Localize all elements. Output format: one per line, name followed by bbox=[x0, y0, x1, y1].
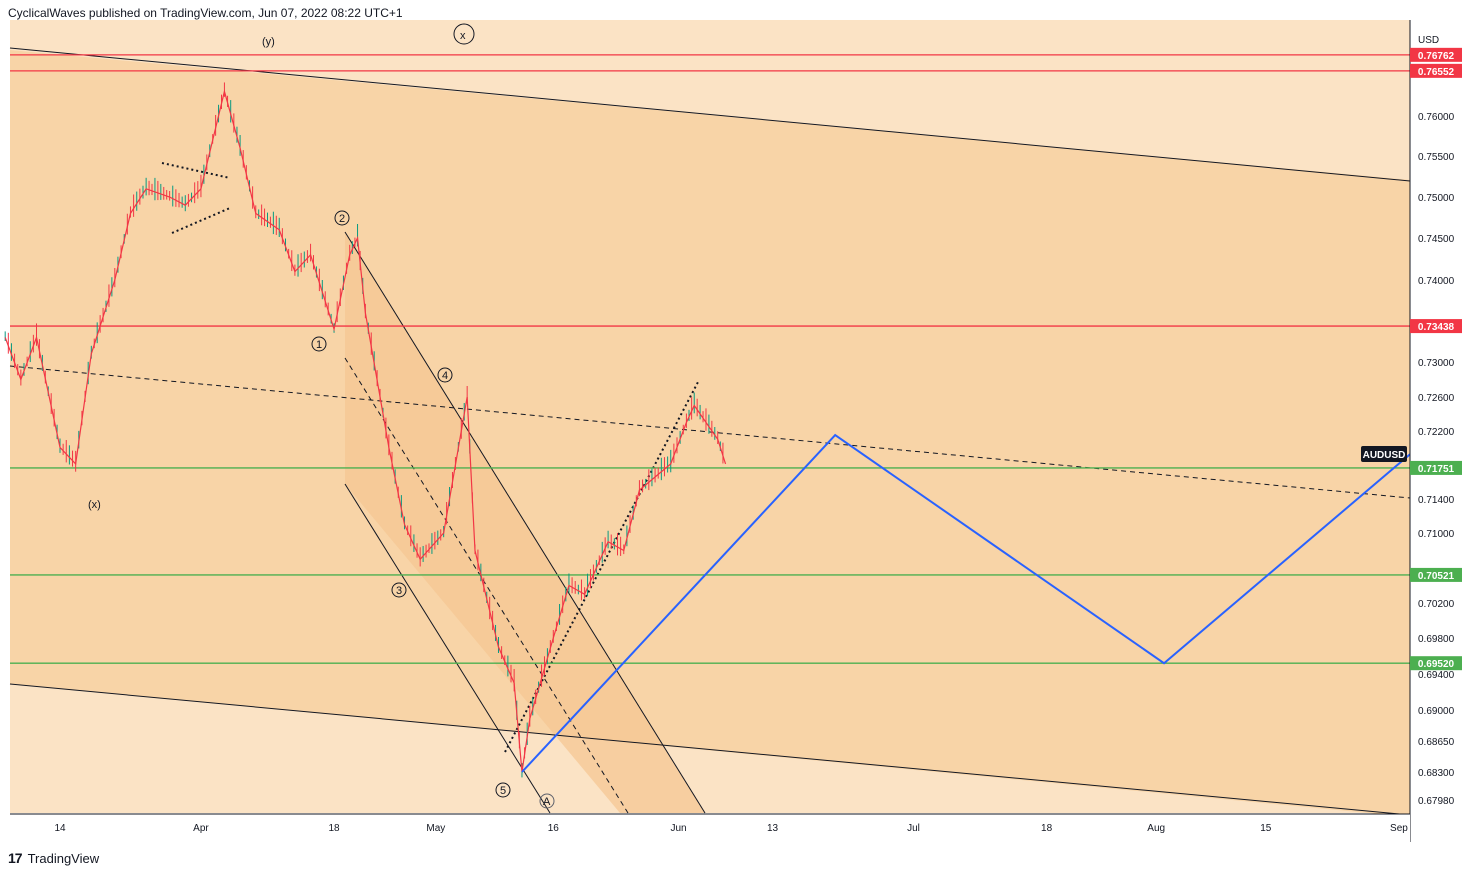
wave-label-1: 1 bbox=[316, 339, 322, 351]
price-axis-ticks: 0.76000 0.75500 0.75000 0.74500 0.74000 0.730… bbox=[1418, 112, 1455, 807]
y-tick-label: 0.71000 bbox=[1418, 529, 1455, 540]
wave-circle-3 bbox=[391, 582, 407, 598]
time-axis-ticks: 14 Apr 18 May 16 Jun 13 Jul 18 Aug 15 Sep bbox=[54, 823, 1408, 834]
y-tick-label: 0.75000 bbox=[1418, 193, 1455, 204]
down-channel-line-2[interactable] bbox=[344, 483, 551, 814]
wave-label-5: 5 bbox=[500, 785, 506, 797]
y-tick-label: 0.67980 bbox=[1418, 796, 1455, 807]
symbol-tag-bg bbox=[1361, 446, 1407, 462]
price-level-tag-bg bbox=[1410, 47, 1462, 62]
x-tick-label: Aug bbox=[1147, 823, 1165, 834]
currency-label: USD bbox=[1418, 35, 1439, 46]
price-level-tag-bg bbox=[1410, 460, 1462, 475]
price-level-tag: 0.76552 bbox=[1418, 67, 1455, 78]
time-axis-bg[interactable] bbox=[10, 814, 1410, 842]
wave-circle-a bbox=[539, 793, 555, 809]
price-level-tag: 0.69520 bbox=[1418, 659, 1455, 670]
y-tick-label: 0.76000 bbox=[1418, 112, 1455, 123]
y-tick-label: 0.68300 bbox=[1418, 768, 1455, 779]
y-tick-label: 0.72200 bbox=[1418, 427, 1455, 438]
y-tick-label: 0.74000 bbox=[1418, 276, 1455, 287]
x-tick-label: Apr bbox=[193, 823, 209, 834]
wave-circle-2 bbox=[334, 210, 350, 226]
channel-lower-line[interactable] bbox=[9, 683, 1411, 816]
price-axis-bg[interactable] bbox=[1410, 20, 1478, 842]
publisher-header: CyclicalWaves published on TradingView.c… bbox=[8, 6, 403, 20]
triangle-lower-line[interactable] bbox=[171, 207, 231, 234]
wave-label-3: 3 bbox=[396, 585, 402, 597]
wave-label-y: (y) bbox=[262, 36, 275, 48]
wave-circle-5 bbox=[495, 782, 511, 798]
x-tick-label: May bbox=[426, 823, 445, 834]
price-level-tag-bg bbox=[1410, 656, 1462, 671]
wave-circle-1 bbox=[311, 336, 327, 352]
triangle-upper-line[interactable] bbox=[161, 162, 231, 179]
x-tick-label: Jul bbox=[907, 823, 920, 834]
x-tick-label: Jun bbox=[671, 823, 687, 834]
y-tick-label: 0.72600 bbox=[1418, 393, 1455, 404]
x-tick-label: 15 bbox=[1260, 823, 1272, 834]
y-tick-label: 0.75500 bbox=[1418, 152, 1455, 163]
y-tick-label: 0.68650 bbox=[1418, 737, 1455, 748]
price-levels bbox=[10, 54, 1410, 664]
price-level-tag-bg bbox=[1410, 63, 1462, 78]
wave-circle-4 bbox=[437, 367, 453, 383]
price-path bbox=[4, 89, 727, 773]
y-tick-label: 0.70200 bbox=[1418, 599, 1455, 610]
x-tick-label: Sep bbox=[1390, 823, 1408, 834]
x-tick-label: 18 bbox=[1041, 823, 1053, 834]
price-level-tags: 0.76762 0.76552 0.73438 0.71751 0.70521 0.695… bbox=[1410, 47, 1462, 671]
wave-labels: (y) x (x) 1 2 3 4 5 A bbox=[88, 23, 555, 809]
wave-circle-x bbox=[453, 23, 475, 45]
channel-upper-line[interactable] bbox=[9, 47, 1411, 182]
y-tick-label: 0.69800 bbox=[1418, 634, 1455, 645]
wave-label-a: A bbox=[543, 796, 551, 808]
wave-label-x: x bbox=[460, 30, 466, 42]
x-tick-label: 13 bbox=[767, 823, 779, 834]
projection-path[interactable] bbox=[521, 384, 1478, 773]
x-tick-label: 14 bbox=[54, 823, 66, 834]
x-tick-label: 18 bbox=[328, 823, 340, 834]
dashed-trendline[interactable] bbox=[9, 365, 1411, 499]
wave-label-2: 2 bbox=[339, 213, 345, 225]
symbol-tag: AUDUSD bbox=[1363, 450, 1406, 461]
price-level-tag: 0.71751 bbox=[1418, 464, 1455, 475]
y-tick-label: 0.73000 bbox=[1418, 358, 1455, 369]
down-channel-line-1[interactable] bbox=[344, 231, 706, 814]
x-tick-label: 16 bbox=[548, 823, 560, 834]
wave-label-4: 4 bbox=[442, 370, 448, 382]
wave-label-x-paren: (x) bbox=[88, 499, 101, 511]
price-level-tag-bg bbox=[1410, 567, 1462, 582]
y-tick-label: 0.69400 bbox=[1418, 670, 1455, 681]
price-level-tag-bg bbox=[1410, 319, 1462, 334]
y-tick-label: 0.74500 bbox=[1418, 234, 1455, 245]
price-level-tag: 0.73438 bbox=[1418, 322, 1455, 333]
footer-brand[interactable]: 17 TradingView bbox=[8, 850, 99, 866]
y-tick-label: 0.69000 bbox=[1418, 706, 1455, 717]
tradingview-logo-icon: 17 bbox=[8, 850, 23, 866]
footer-brand-label: TradingView bbox=[27, 850, 100, 866]
price-level-tag: 0.70521 bbox=[1418, 571, 1455, 582]
price-level-tag: 0.76762 bbox=[1418, 51, 1455, 62]
y-tick-label: 0.71400 bbox=[1418, 495, 1455, 506]
